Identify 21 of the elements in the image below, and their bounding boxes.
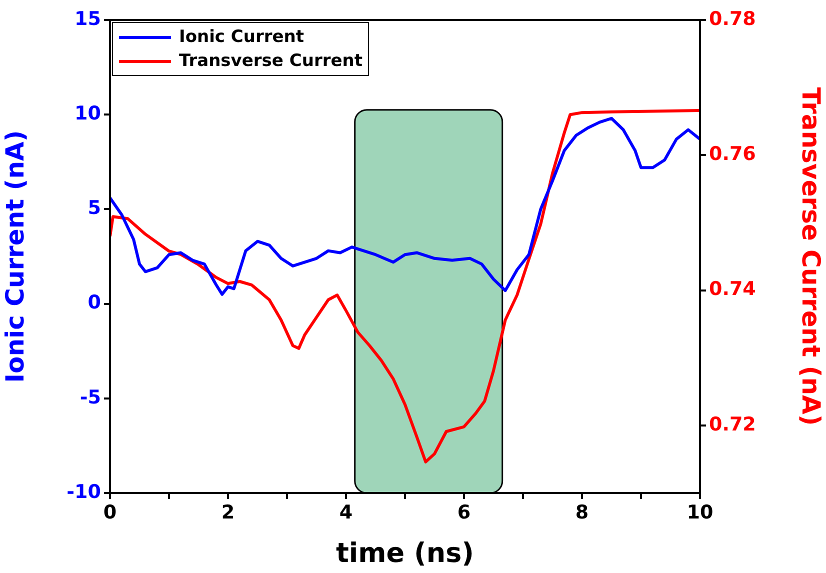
legend-label: Ionic Current: [178, 26, 306, 49]
x-axis-title: time (ns): [336, 538, 474, 569]
x-tick-label: 6: [457, 501, 471, 524]
y-tick-label: -10: [66, 480, 101, 503]
x-tick-label: 0: [103, 501, 117, 524]
y2-tick-label: 0.74: [709, 278, 756, 300]
y-tick-label: 15: [74, 8, 101, 30]
y-tick-label: 5: [88, 197, 101, 220]
y2-axis-title: Transverse Current (nA): [796, 87, 826, 426]
x-tick-label: 2: [221, 501, 235, 524]
x-tick-label: 10: [686, 501, 714, 524]
y-tick-label: 0: [88, 292, 101, 314]
x-tick-label: 4: [339, 501, 353, 524]
x-tick-label: 8: [575, 501, 589, 524]
y-tick-label: 10: [74, 102, 101, 125]
legend-label: Transverse Current: [178, 50, 362, 73]
y-axis-title: Ionic Current (nA): [0, 130, 30, 383]
y2-tick-label: 0.76: [709, 143, 756, 166]
y2-tick-label: 0.72: [709, 413, 756, 436]
y2-tick-label: 0.78: [709, 8, 756, 30]
y-tick-label: -5: [80, 386, 101, 408]
